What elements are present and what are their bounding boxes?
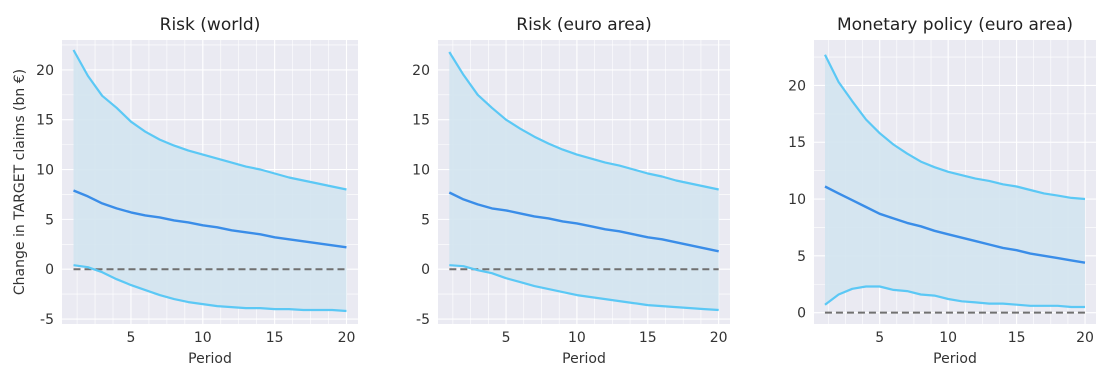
upper-bound-line [824, 54, 1086, 201]
y-tick-label: 5 [797, 249, 806, 265]
chart-panel-1: Risk (world) Period Change in TARGET claim… [12, 15, 358, 367]
y-tick-label: 15 [412, 113, 430, 129]
lower-bound-line [449, 264, 719, 312]
lower-bound-line [824, 285, 1085, 309]
x-tick-label: 20 [710, 330, 728, 346]
x-tick-label: 15 [639, 330, 657, 346]
y-tick-label: -5 [40, 312, 54, 328]
x-axis-label: Period [562, 351, 606, 367]
x-tick-label: 15 [266, 330, 284, 346]
y-tick-label: -5 [416, 312, 430, 328]
x-tick-label: 15 [1008, 330, 1026, 346]
y-tick-label: 10 [788, 192, 806, 208]
x-axis-label: Period [188, 351, 232, 367]
chart-panel-3: Monetary policy (euro area) Period 5 10 15 20… [788, 15, 1096, 367]
y-tick-label: 20 [412, 63, 430, 79]
y-tick-label: 15 [788, 135, 806, 151]
y-tick-label: 0 [797, 306, 806, 322]
chart-panel-2: Risk (euro area) Period 5 10 15 20 -5 0 5 10 15 20 [412, 15, 730, 367]
y-tick-label: 20 [36, 63, 54, 79]
confidence-band [825, 54, 1085, 307]
y-axis-label: Change in TARGET claims (bn €) [12, 69, 28, 295]
y-tick-label: 10 [412, 163, 430, 179]
lower-bound-line [73, 264, 347, 313]
x-tick-label: 20 [1076, 330, 1094, 346]
x-tick-label: 10 [568, 330, 586, 346]
confidence-band [449, 52, 719, 310]
chart-title: Risk (euro area) [516, 15, 651, 35]
chart-title: Monetary policy (euro area) [837, 15, 1073, 35]
x-tick-label: 10 [939, 330, 957, 346]
median-bound-line [73, 189, 347, 249]
median-bound-line [448, 191, 719, 253]
x-tick-label: 5 [127, 330, 136, 346]
y-tick-label: 5 [45, 212, 54, 228]
y-tick-label: 0 [45, 262, 54, 278]
x-tick-label: 5 [875, 330, 884, 346]
x-tick-label: 20 [338, 330, 356, 346]
y-tick-label: 10 [36, 163, 54, 179]
median-bound-line [824, 185, 1086, 264]
y-tick-label: 15 [36, 113, 54, 129]
x-axis-label: Period [933, 351, 977, 367]
x-tick-label: 5 [502, 330, 511, 346]
chart-title: Risk (world) [160, 15, 261, 35]
confidence-band [73, 50, 347, 311]
x-tick-label: 10 [194, 330, 212, 346]
y-tick-label: 0 [421, 262, 430, 278]
y-tick-label: 20 [788, 78, 806, 94]
y-tick-label: 5 [421, 212, 430, 228]
upper-bound-line [72, 49, 347, 191]
upper-bound-line [448, 51, 719, 191]
